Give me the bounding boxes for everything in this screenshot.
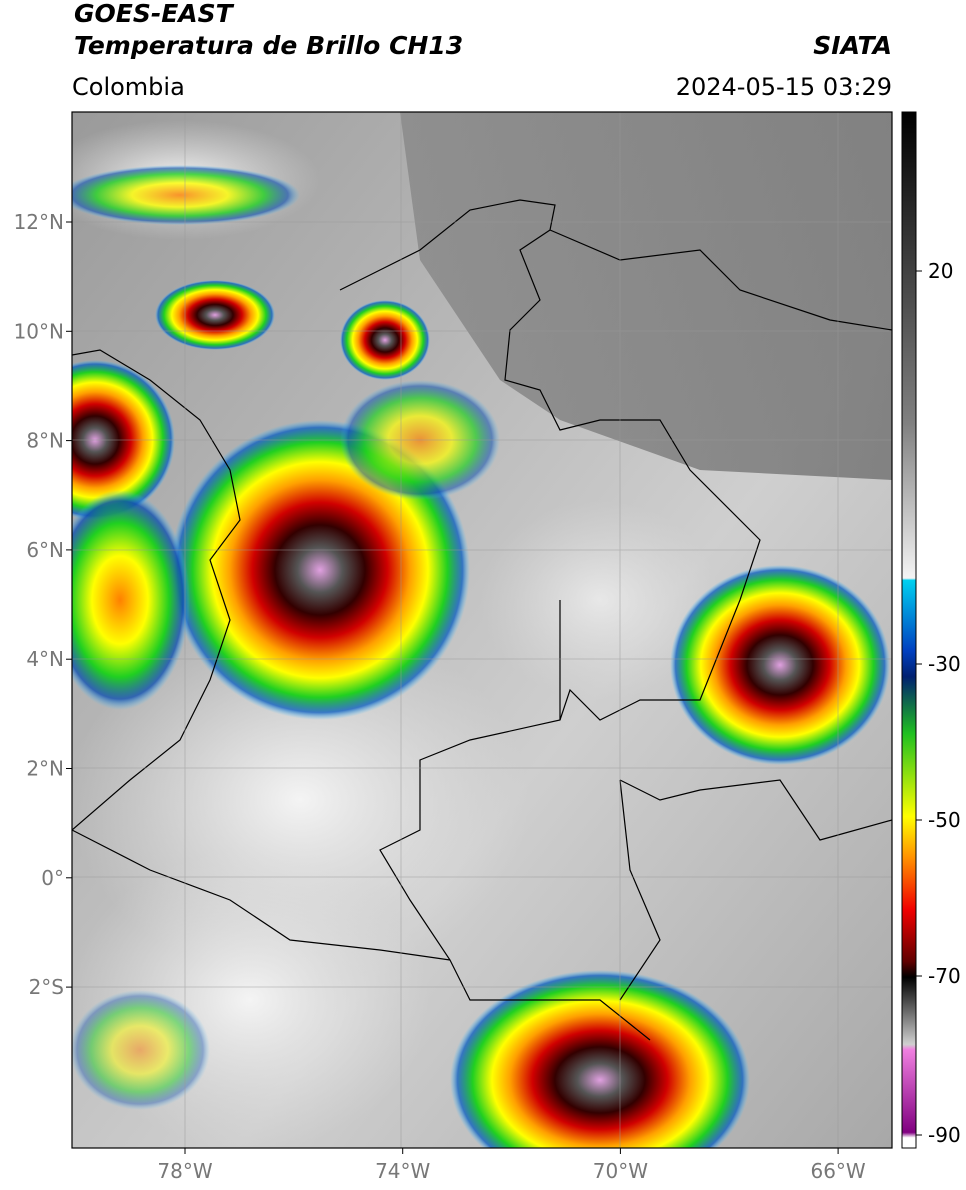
map-frame bbox=[71, 111, 893, 1149]
lat-label: 4°N bbox=[26, 647, 64, 671]
title: GOES-EAST bbox=[74, 0, 235, 28]
lon-label: 78°W bbox=[157, 1159, 212, 1183]
colorbar-label: -70 bbox=[928, 964, 961, 988]
colorbar-label: 20 bbox=[928, 259, 953, 283]
lat-label: 2°N bbox=[26, 757, 64, 781]
lat-label: 6°N bbox=[26, 538, 64, 562]
datetime: 2024-05-15 03:29 bbox=[676, 73, 892, 101]
colorbar-label: -90 bbox=[928, 1123, 961, 1147]
imagery bbox=[72, 112, 892, 1148]
lat-label: 10°N bbox=[14, 319, 64, 343]
colorbar-label: -30 bbox=[928, 652, 961, 676]
lon-label: 70°W bbox=[593, 1159, 648, 1183]
colorbar bbox=[901, 111, 917, 1149]
lat-label: 0° bbox=[41, 866, 64, 890]
lon-label: 74°W bbox=[375, 1159, 430, 1183]
source: SIATA bbox=[813, 31, 892, 60]
lat-label: 8°N bbox=[26, 429, 64, 453]
lat-label: 2°S bbox=[29, 975, 64, 999]
region: Colombia bbox=[72, 73, 185, 101]
lon-label: 66°W bbox=[810, 1159, 865, 1183]
subtitle: Temperatura de Brillo CH13 bbox=[74, 31, 463, 60]
lat-label: 12°N bbox=[14, 210, 64, 234]
colorbar-label: -50 bbox=[928, 808, 961, 832]
